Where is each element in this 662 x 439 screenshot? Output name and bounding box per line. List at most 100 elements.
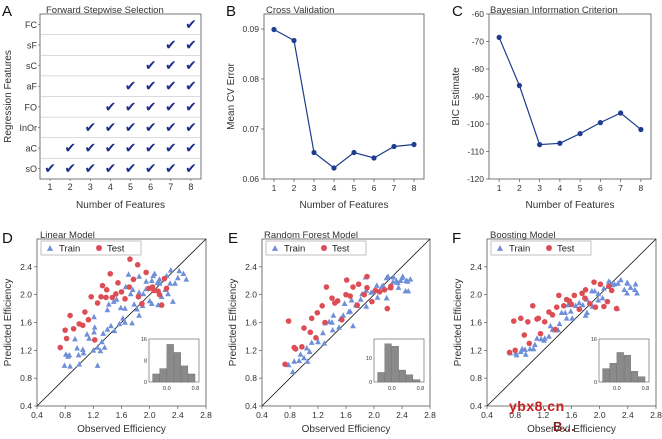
legend-test-marker [321, 245, 327, 251]
train-point [66, 352, 73, 358]
legend-box [490, 240, 592, 256]
x-tick-label: 3 [312, 183, 317, 193]
train-point [380, 282, 386, 288]
test-point [568, 301, 575, 308]
legend-test-marker [96, 245, 102, 251]
train-point [140, 290, 147, 297]
train-point [136, 312, 142, 318]
y-tick-label: 2.4 [20, 262, 32, 272]
test-point [91, 337, 98, 343]
train-point [373, 282, 380, 288]
x-tick-label: 2.8 [200, 410, 212, 420]
train-point [176, 267, 183, 274]
train-point [291, 358, 298, 364]
test-point [525, 319, 531, 325]
chart-title-C: Bayesian Information Criterion [490, 5, 618, 16]
check-mark-icon: ✔ [185, 160, 197, 176]
test-point [67, 312, 73, 319]
train-point [122, 305, 128, 311]
check-mark-icon: ✔ [125, 119, 137, 135]
train-point [74, 345, 80, 351]
train-point [315, 338, 321, 345]
x-tick-label: 1 [272, 183, 277, 193]
watermark: ybx8.cn B... [503, 398, 653, 436]
test-point [122, 296, 128, 302]
train-point [625, 280, 631, 286]
train-point [350, 322, 356, 329]
y-tick-label: -80 [472, 64, 485, 74]
histogram-bar [616, 352, 624, 383]
test-point [99, 282, 106, 289]
test-point [526, 340, 533, 347]
x-tick-label: 0.8 [59, 410, 71, 420]
x-tick-label: 8 [188, 182, 193, 192]
y-axis-label: Predicted Efficiency [228, 279, 239, 367]
check-mark-icon: ✔ [185, 140, 197, 156]
train-point [347, 308, 354, 314]
watermark-sub-text: B... [553, 419, 576, 434]
inset-y-tick-label: 0 [144, 380, 147, 386]
panel-label-E: E [228, 230, 238, 247]
train-point [563, 315, 570, 321]
y-tick-label: 0.06 [242, 174, 259, 184]
test-point [608, 287, 615, 294]
train-point [522, 351, 529, 357]
check-mark-icon: ✔ [105, 160, 117, 176]
test-point [537, 330, 544, 337]
test-point [381, 286, 388, 293]
train-point [341, 300, 348, 306]
train-point [129, 320, 135, 326]
test-point [156, 291, 163, 298]
y-tick-label: 0.8 [20, 373, 32, 383]
x-tick-label: 2.0 [594, 410, 606, 420]
check-mark-icon: ✔ [84, 160, 96, 176]
inset-x-tick-label: 0.8 [642, 386, 650, 392]
train-point [72, 336, 78, 342]
x-tick-label: 5 [578, 183, 583, 193]
train-point [385, 273, 391, 279]
row-label-so: sO [25, 164, 37, 174]
train-point [591, 288, 598, 294]
x-tick-label: 1.6 [566, 410, 578, 420]
y-tick-label: 1.2 [470, 345, 482, 355]
train-point [131, 301, 138, 307]
y-tick-label: 1.6 [20, 318, 32, 328]
train-point [75, 352, 82, 358]
train-point [129, 286, 136, 292]
train-point [297, 351, 304, 357]
train-point [567, 308, 574, 314]
x-tick-label: 8 [639, 183, 644, 193]
data-point [271, 26, 277, 33]
test-point [301, 325, 307, 331]
train-point [374, 294, 381, 300]
legend-test-label: Test [332, 244, 350, 255]
check-mark-icon: ✔ [185, 16, 197, 32]
legend-train-marker [496, 245, 504, 251]
test-point [143, 269, 149, 276]
x-tick-label: 1.2 [87, 410, 99, 420]
data-point [311, 149, 317, 156]
test-point [109, 294, 116, 301]
test-point [314, 309, 321, 316]
histogram-bar [180, 365, 189, 383]
x-tick-label: 1 [497, 183, 502, 193]
x-tick-label: 7 [618, 183, 623, 193]
test-point [70, 325, 77, 332]
y-tick-label: -100 [467, 119, 484, 129]
train-point [117, 304, 124, 311]
test-point [322, 319, 328, 326]
test-point [510, 318, 517, 324]
train-point [363, 303, 370, 309]
x-tick-label: 5 [352, 183, 357, 193]
histogram-bar [159, 368, 167, 383]
train-point [86, 335, 92, 341]
x-tick-label: 1 [48, 182, 53, 192]
train-point [104, 306, 111, 313]
train-point [321, 340, 328, 346]
test-point [98, 293, 104, 300]
test-point [579, 290, 585, 297]
check-mark-icon: ✔ [125, 98, 137, 114]
test-point [313, 335, 319, 341]
histogram-bar [602, 368, 610, 383]
y-tick-label: -110 [468, 147, 485, 157]
